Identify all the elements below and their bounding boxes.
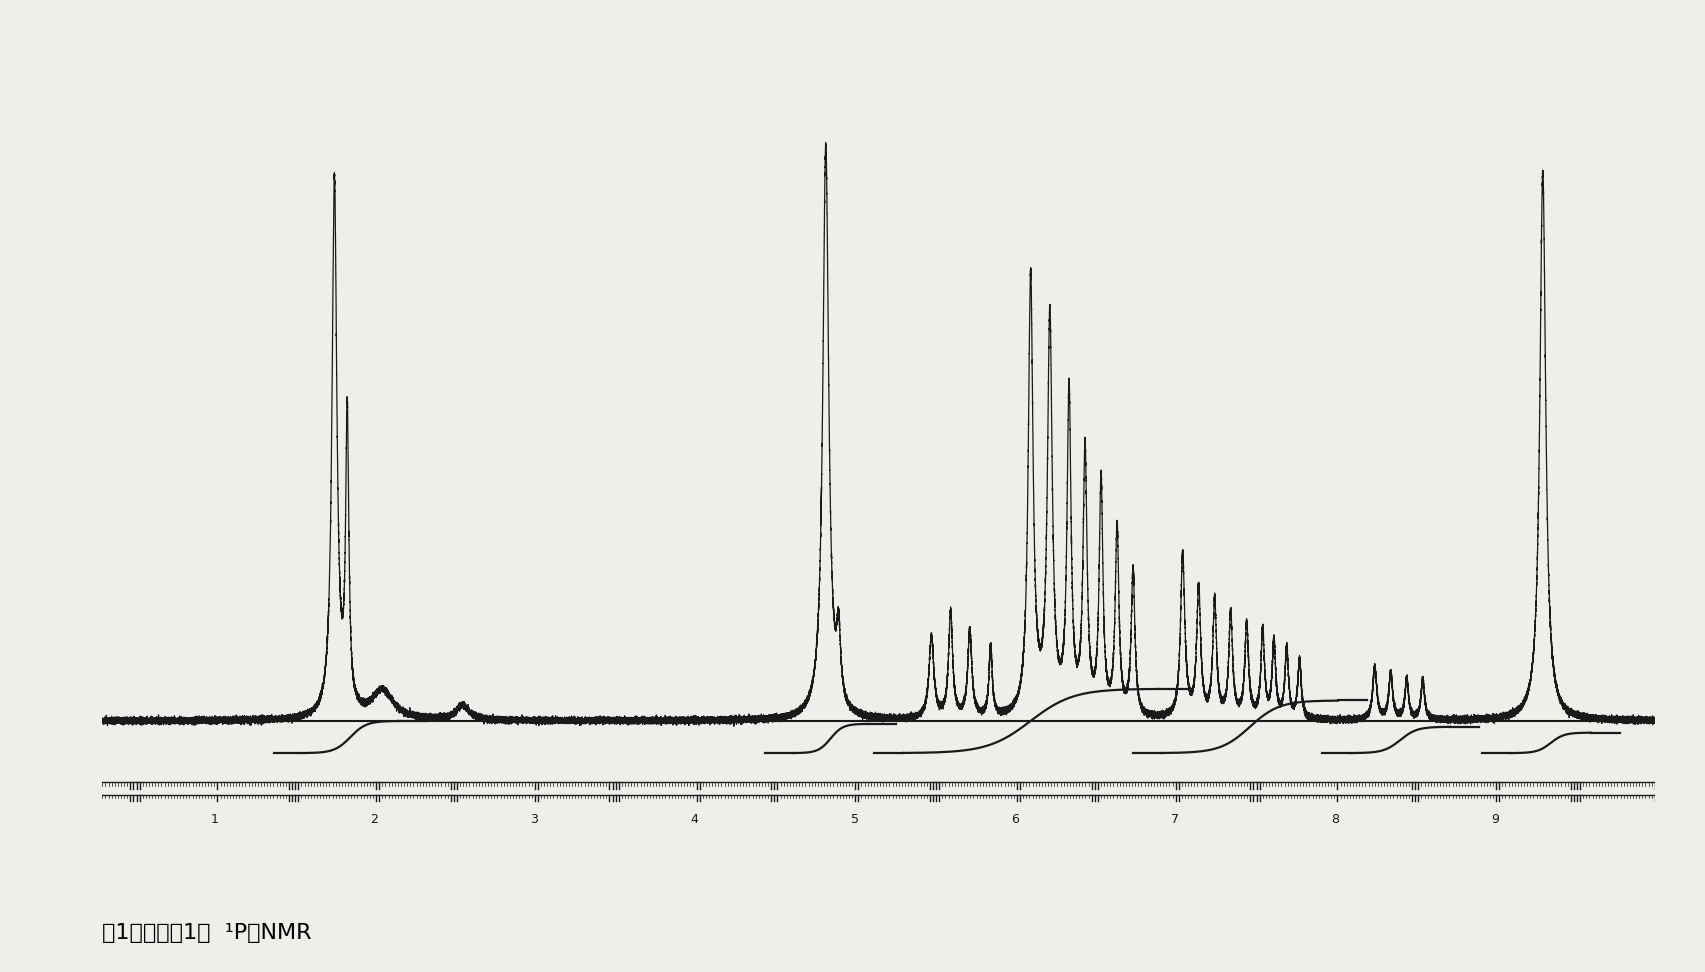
Text: 8: 8 xyxy=(1330,814,1338,826)
Text: 图1：实施例1的  ¹P－NMR: 图1：实施例1的 ¹P－NMR xyxy=(102,922,312,943)
Text: 6: 6 xyxy=(1009,814,1018,826)
Text: 5: 5 xyxy=(851,814,858,826)
Text: 9: 9 xyxy=(1490,814,1497,826)
Text: 7: 7 xyxy=(1170,814,1178,826)
Text: 2: 2 xyxy=(370,814,379,826)
Text: 4: 4 xyxy=(691,814,697,826)
Text: 3: 3 xyxy=(530,814,539,826)
Text: 1: 1 xyxy=(210,814,218,826)
